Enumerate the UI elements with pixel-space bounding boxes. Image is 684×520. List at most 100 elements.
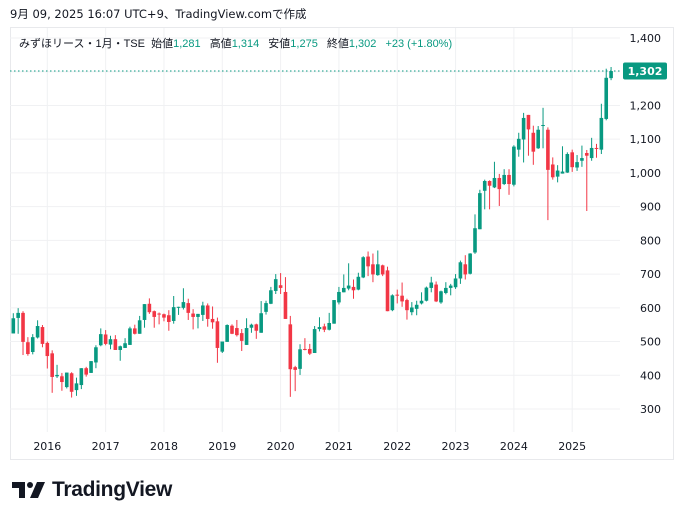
candle-body (235, 328, 239, 336)
candle (152, 310, 157, 328)
candle (21, 311, 25, 356)
candle-body (152, 311, 157, 317)
candle (191, 309, 195, 330)
candle (220, 341, 225, 354)
candle-body (463, 264, 468, 275)
candle (526, 114, 531, 156)
candle (550, 157, 555, 180)
candle-body (69, 373, 74, 392)
y-tick-label: 300 (640, 403, 661, 416)
candle (176, 306, 181, 315)
candle (414, 300, 419, 316)
candle (254, 323, 259, 339)
candle-body (536, 129, 540, 149)
candle-body (196, 313, 200, 317)
candle (94, 345, 98, 369)
candle (434, 281, 438, 303)
candle-body (380, 265, 385, 275)
candle-body (303, 348, 307, 350)
x-tick-label: 2018 (150, 440, 178, 453)
candle-body (332, 300, 336, 324)
candle-body (142, 304, 147, 320)
candle-body (11, 318, 16, 334)
candle (560, 146, 565, 174)
candle-body (366, 256, 370, 267)
candle (137, 315, 142, 334)
candle (118, 345, 123, 361)
candle-body (478, 193, 482, 230)
candle-body (210, 318, 215, 323)
candle (269, 286, 273, 305)
candle-body (390, 295, 395, 311)
candle (419, 292, 424, 305)
candle-body (575, 162, 579, 168)
candle-body (89, 361, 93, 373)
y-tick-label: 400 (640, 369, 661, 382)
candle (376, 250, 380, 276)
candle-body (201, 305, 205, 315)
candle (50, 350, 54, 393)
candle-body (181, 302, 186, 308)
candle-body (414, 304, 419, 309)
candle-body (492, 177, 497, 188)
open-value: 1,281 (173, 38, 201, 50)
candle (453, 274, 458, 289)
candle (366, 251, 370, 277)
candle-body (123, 343, 127, 348)
low-label: 安値 (268, 38, 291, 50)
candle-body (482, 181, 487, 191)
open-label: 始値 (151, 38, 174, 50)
created-timestamp: 9月 09, 2025 16:07 UTC+9、TradingView.comで… (10, 7, 307, 21)
candle (541, 107, 545, 149)
candle-body (312, 329, 317, 354)
candle (128, 326, 132, 345)
logo-text: TradingView (52, 478, 173, 501)
candle-body (278, 285, 283, 288)
candle-body (458, 262, 463, 279)
candle (278, 273, 283, 294)
last-price-label: 1,302 (628, 65, 663, 78)
candle (225, 324, 229, 342)
candle-body (74, 383, 79, 391)
candle-body (249, 324, 254, 328)
candle (458, 260, 463, 284)
candle-body (526, 114, 531, 130)
candle-body (64, 372, 69, 388)
candle-body (21, 312, 25, 342)
candle (385, 266, 390, 312)
candle-body (137, 320, 142, 334)
candle (473, 214, 477, 254)
candle-body (118, 346, 123, 350)
candle (259, 301, 263, 333)
candle (142, 304, 147, 328)
candle-body (555, 170, 560, 177)
candle (497, 173, 502, 206)
candle (565, 152, 570, 173)
candle (16, 308, 20, 334)
tradingview-logo[interactable]: TradingView (12, 478, 172, 502)
candle-body (298, 349, 302, 369)
candle-body (604, 77, 609, 119)
candle (482, 179, 487, 210)
high-value: 1,314 (231, 38, 260, 50)
candle-body (400, 295, 404, 302)
candle (239, 329, 244, 351)
candle-body (448, 285, 453, 288)
candle (351, 279, 356, 299)
candle (361, 256, 366, 279)
y-tick-label: 500 (640, 336, 661, 349)
candle (492, 161, 497, 189)
candle (201, 301, 205, 321)
candle (410, 302, 414, 316)
candle (307, 343, 312, 356)
candle-body (239, 333, 244, 341)
candle (103, 330, 108, 346)
candle (487, 180, 492, 210)
candle-body (16, 312, 20, 318)
candle-body (98, 334, 103, 346)
candle (283, 277, 288, 319)
symbol-name[interactable]: みずほリース・1月・TSE (19, 38, 145, 50)
last-price-badge: 1,302 (623, 62, 667, 80)
candle-body (371, 264, 375, 275)
